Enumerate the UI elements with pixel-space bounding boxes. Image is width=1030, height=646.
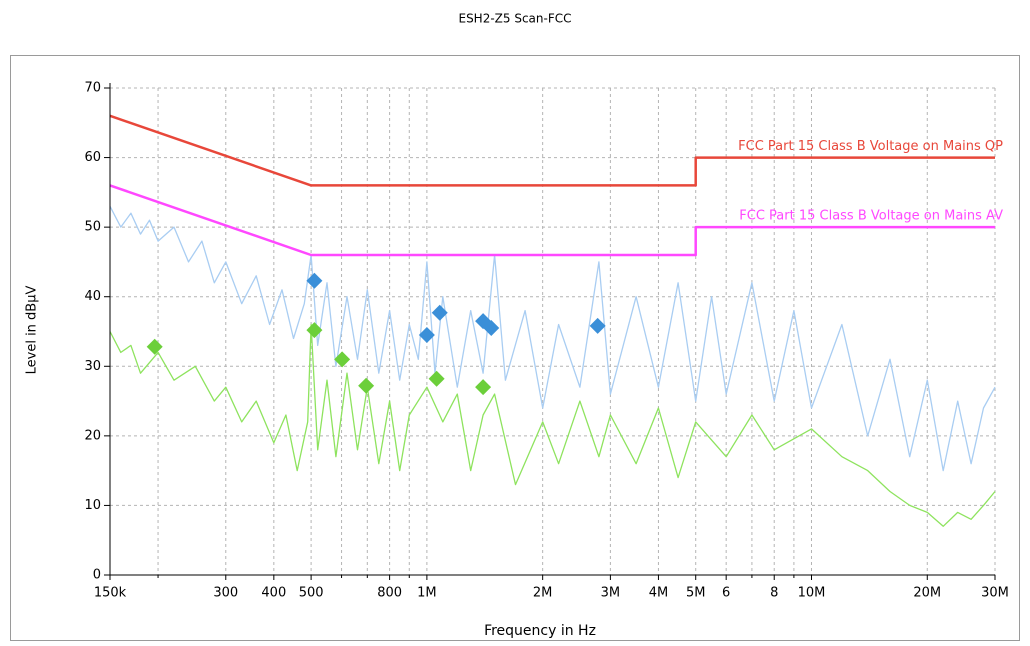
chart-title: ESH2-Z5 Scan-FCC [458,12,571,26]
limit-label: FCC Part 15 Class B Voltage on Mains AV [739,209,1003,224]
marker [428,370,445,387]
trace [109,184,995,257]
y-tick-label: 70 [84,81,101,96]
marker [358,377,375,394]
x-tick-label: 6 [722,586,730,601]
x-axis-label: Frequency in Hz [484,623,596,639]
x-tick-label: 2M [533,586,553,601]
x-tick-label: 150k [94,586,127,601]
marker [306,272,323,289]
y-tick-label: 10 [84,498,101,513]
marker [483,320,500,337]
x-tick-label: 3M [601,586,621,601]
x-tick-label: 8 [770,586,778,601]
x-tick-label: 800 [377,586,402,601]
trace [109,323,996,527]
trace [109,206,996,472]
y-tick-label: 40 [84,289,101,304]
trace [109,114,995,187]
x-tick-label: 5M [686,586,706,601]
x-tick-label: 400 [261,586,286,601]
marker [589,317,606,334]
limit-label: FCC Part 15 Class B Voltage on Mains QP [738,139,1003,154]
y-axis-label: Level in dBµV [25,286,40,375]
marker [431,304,448,321]
x-tick-label: 4M [649,586,669,601]
y-tick-label: 30 [84,359,101,374]
x-tick-label: 500 [299,586,324,601]
marker [306,322,323,339]
x-tick-label: 300 [213,586,238,601]
x-tick-label: 1M [417,586,437,601]
marker [475,379,492,396]
marker [418,326,435,343]
marker [334,351,351,368]
y-tick-label: 50 [84,220,101,235]
x-tick-label: 10M [798,586,826,601]
marker [146,338,163,355]
y-tick-label: 20 [84,428,101,443]
y-tick-label: 0 [93,568,101,583]
y-tick-label: 60 [84,150,101,165]
x-tick-label: 20M [913,586,941,601]
x-tick-label: 30M [981,586,1009,601]
